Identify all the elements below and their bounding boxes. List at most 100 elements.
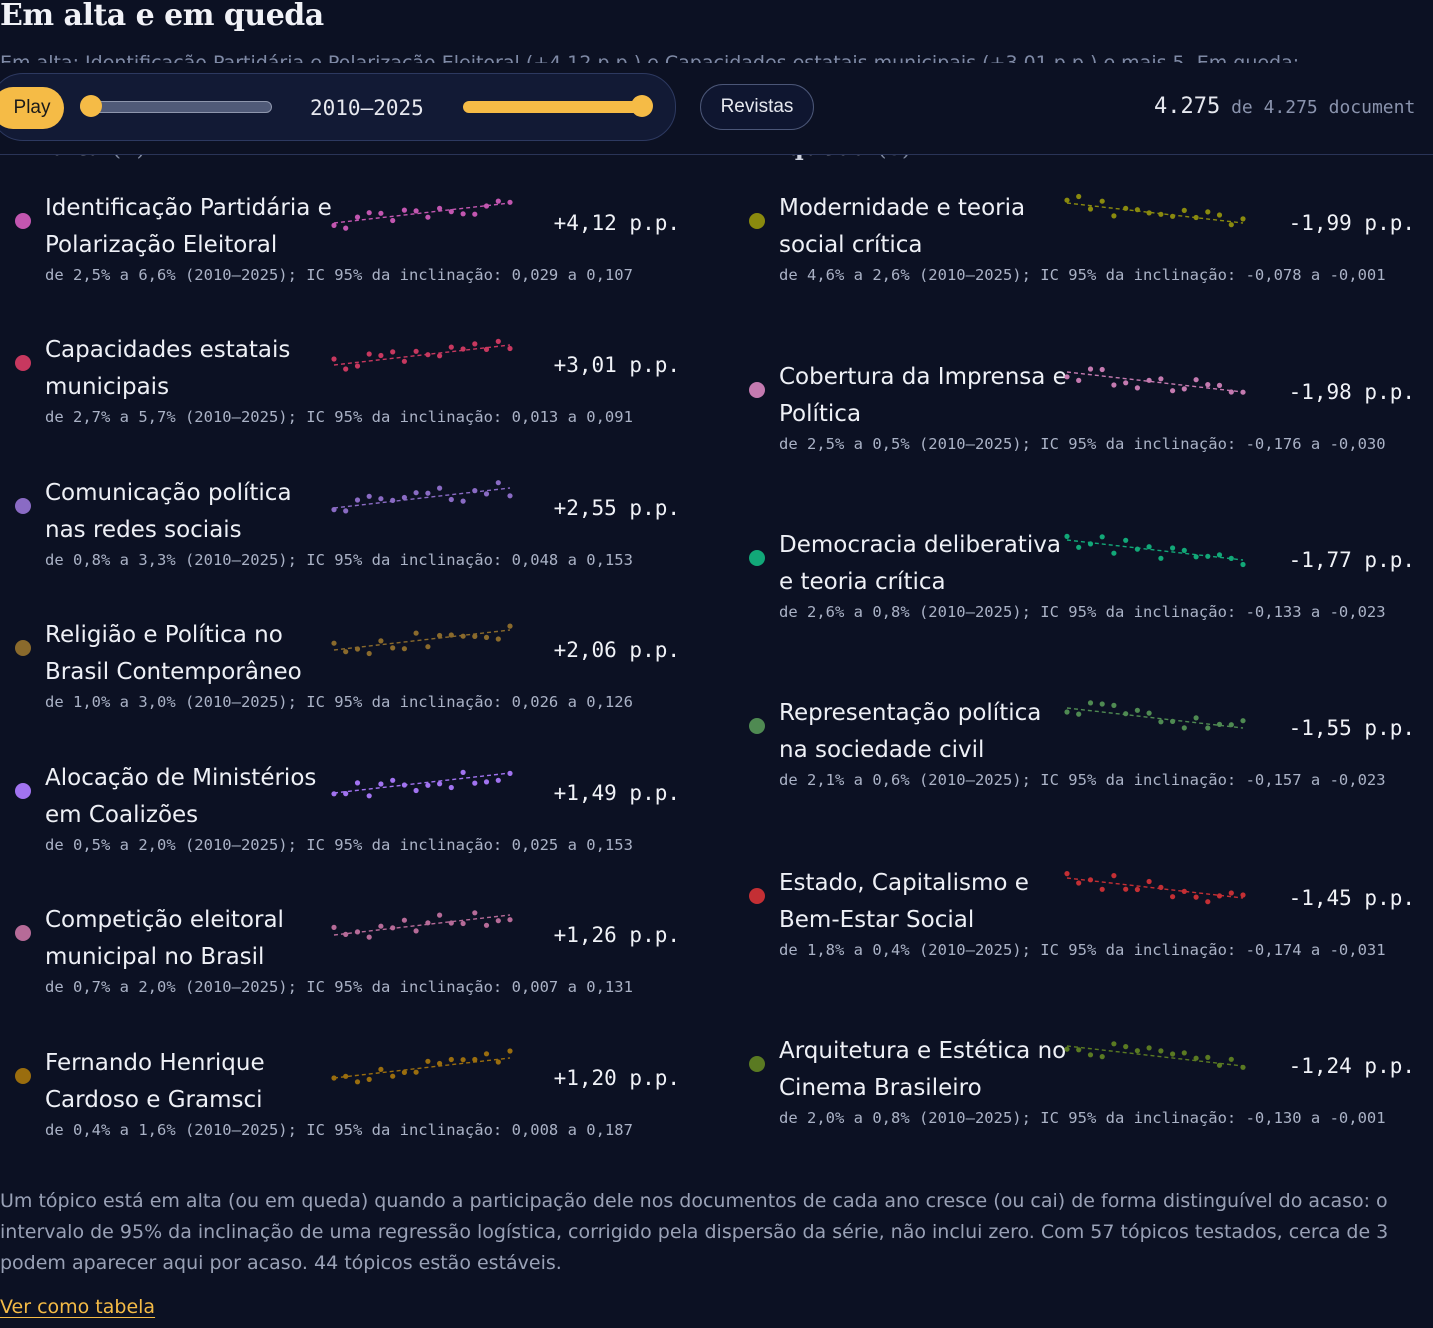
topic-delta: -1,77 p.p. bbox=[1288, 548, 1415, 572]
sparkline-point bbox=[1181, 888, 1187, 894]
sparkline-point bbox=[401, 917, 407, 923]
sparkline-point bbox=[366, 493, 372, 499]
sparkline-point bbox=[483, 634, 490, 640]
sparkline-point bbox=[366, 650, 372, 657]
sparkline-point bbox=[366, 1076, 372, 1082]
sparkline-trend bbox=[1066, 202, 1244, 224]
topic-delta: +1,49 p.p. bbox=[553, 781, 680, 805]
sparkline-point bbox=[460, 346, 466, 352]
sparkline-point bbox=[1181, 386, 1187, 392]
sparkline-trend bbox=[333, 487, 511, 509]
topic-sparkline bbox=[1064, 700, 1246, 731]
year-range-slider[interactable] bbox=[463, 95, 657, 117]
sparkline-point bbox=[1216, 1062, 1223, 1068]
sparkline-point bbox=[507, 1048, 513, 1054]
topic-delta: +2,55 p.p. bbox=[553, 496, 680, 520]
sparkline-point bbox=[331, 1075, 337, 1081]
page-title: Em alta e em queda bbox=[0, 0, 324, 33]
sparkline-point bbox=[331, 507, 337, 513]
sparkline-point bbox=[1087, 206, 1094, 212]
sparkline-point bbox=[401, 782, 407, 788]
sparkline-point bbox=[1099, 366, 1105, 373]
journals-filter-button[interactable]: Revistas bbox=[700, 84, 814, 130]
sparkline-point bbox=[1134, 207, 1140, 213]
sparkline-point bbox=[1087, 366, 1094, 372]
sparkline-point bbox=[448, 496, 454, 503]
sparkline-point bbox=[1087, 541, 1094, 547]
sparkline-point bbox=[378, 923, 384, 929]
sparkline-point bbox=[1146, 210, 1152, 216]
sparkline-point bbox=[495, 636, 501, 642]
sparkline-point bbox=[1181, 725, 1187, 731]
topic-color-dot bbox=[15, 498, 31, 514]
topic-delta: +3,01 p.p. bbox=[553, 353, 680, 377]
sparkline-point bbox=[1228, 890, 1234, 896]
topic-name: Religião e Política no Brasil Contemporâ… bbox=[45, 622, 302, 685]
view-as-table-link[interactable]: Ver como tabela bbox=[0, 1296, 156, 1318]
sparkline-point bbox=[378, 781, 384, 787]
topic-sparkline bbox=[1064, 193, 1246, 228]
sparkline-point bbox=[1228, 1056, 1234, 1062]
sparkline-point bbox=[1146, 710, 1152, 716]
sparkline-point bbox=[343, 225, 349, 231]
sparkline-point bbox=[1170, 388, 1176, 394]
sparkline-point bbox=[448, 784, 454, 791]
sparkline-point bbox=[413, 1069, 419, 1075]
topic-sparkline bbox=[331, 910, 513, 940]
sparkline-point bbox=[1240, 892, 1246, 898]
sparkline-point bbox=[495, 480, 501, 486]
sparkline-point bbox=[413, 348, 419, 354]
topic-sparkline bbox=[331, 480, 513, 514]
topic-color-dot bbox=[749, 888, 765, 904]
sparkline-point bbox=[1193, 894, 1199, 900]
sparkline-point bbox=[1087, 700, 1094, 706]
play-progress-handle[interactable] bbox=[80, 95, 102, 117]
topic-color-dot bbox=[15, 213, 31, 229]
sparkline-point bbox=[437, 632, 443, 639]
sparkline-point bbox=[366, 793, 372, 799]
topic-name: Capacidades estatais municipais bbox=[45, 337, 291, 400]
sparkline-point bbox=[1158, 376, 1164, 382]
sparkline-point bbox=[1240, 1064, 1246, 1070]
sparkline-point bbox=[460, 920, 466, 927]
sparkline-point bbox=[343, 508, 349, 514]
sparkline-point bbox=[354, 646, 361, 652]
sparkline-trend bbox=[333, 772, 511, 794]
topic-description: de 2,0% a 0,8% (2010–2025); IC 95% da in… bbox=[779, 1109, 1386, 1127]
sparkline-point bbox=[354, 363, 361, 369]
sparkline-point bbox=[1193, 554, 1199, 560]
sparkline-point bbox=[354, 214, 361, 220]
sparkline-point bbox=[343, 1073, 349, 1079]
topic-color-dot bbox=[15, 355, 31, 371]
sparkline-point bbox=[425, 352, 431, 358]
sparkline-point bbox=[378, 210, 384, 216]
sparkline-point bbox=[1205, 382, 1211, 388]
sparkline-point bbox=[1111, 550, 1117, 556]
topic-sparkline bbox=[1064, 1041, 1246, 1070]
topic-sparkline bbox=[331, 198, 513, 231]
topic-delta: +1,26 p.p. bbox=[553, 923, 680, 947]
sparkline-point bbox=[472, 1056, 478, 1063]
sparkline-point bbox=[1064, 1046, 1070, 1052]
sparkline-point bbox=[1146, 878, 1152, 885]
sparkline-point bbox=[1134, 1048, 1140, 1054]
sparkline-point bbox=[366, 210, 372, 216]
topic-delta: -1,24 p.p. bbox=[1288, 1054, 1415, 1078]
sparkline-point bbox=[1099, 1054, 1105, 1060]
play-button[interactable]: Play bbox=[0, 87, 64, 129]
sparkline-point bbox=[425, 1058, 431, 1064]
play-progress-slider[interactable] bbox=[80, 95, 272, 117]
sparkline-point bbox=[1134, 546, 1140, 552]
topic-color-dot bbox=[749, 1056, 765, 1072]
topic-name: Arquitetura e Estética no Cinema Brasile… bbox=[779, 1038, 1067, 1101]
sparkline-point bbox=[495, 1059, 501, 1065]
sparkline-point bbox=[1076, 711, 1082, 717]
topic-delta: +4,12 p.p. bbox=[553, 211, 680, 235]
year-range-end-handle[interactable] bbox=[631, 95, 653, 117]
sparkline-point bbox=[1240, 561, 1246, 568]
sparkline-point bbox=[507, 493, 513, 499]
sparkline-point bbox=[425, 214, 431, 220]
sparkline-point bbox=[366, 351, 372, 357]
sparkline-trend bbox=[333, 202, 511, 224]
sparkline-point bbox=[1228, 389, 1234, 395]
